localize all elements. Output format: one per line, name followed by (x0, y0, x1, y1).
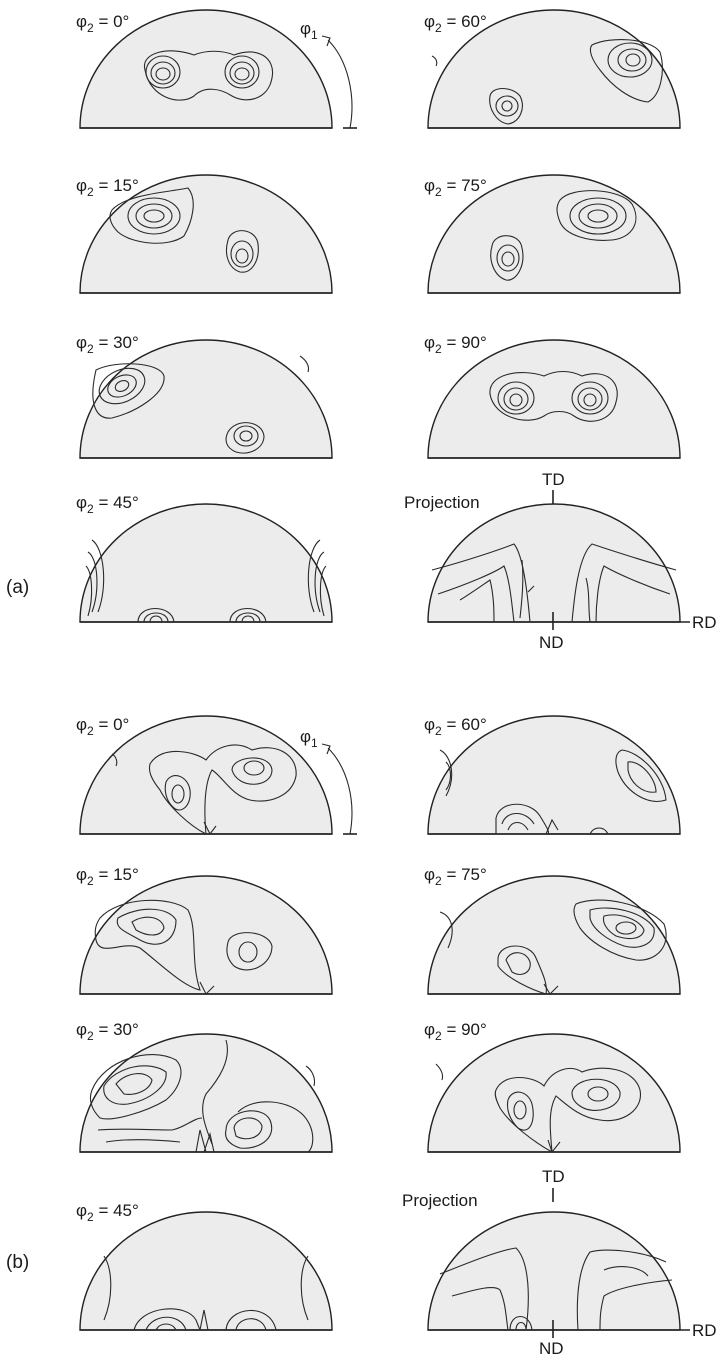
panel-b-phi2-15: φ2 = 15° (76, 865, 333, 995)
panel-a-phi2-30: φ2 = 30° (76, 333, 333, 459)
panel-a-phi2-15: φ2 = 15° (76, 174, 333, 294)
section-a-label: (a) (6, 577, 29, 598)
panel-b-phi2-60: φ2 = 60° (424, 715, 681, 835)
section-a: (a) φ2 = 0° φ1 φ2 = 60° (6, 9, 717, 652)
phi1-label: φ1 (300, 19, 318, 42)
panel-a-phi2-90: φ2 = 90° (424, 333, 681, 459)
panel-a-phi2-60: φ2 = 60° (424, 9, 681, 129)
panel-b-phi2-0-label: φ2 = 0° (76, 715, 129, 738)
projection-b-rd-label: RD (692, 1321, 717, 1340)
panel-a-phi2-45-label: φ2 = 45° (76, 493, 139, 516)
phi1-arrow (327, 39, 353, 129)
phi1-label-b: φ1 (300, 727, 318, 750)
panel-a-phi2-90-label: φ2 = 90° (424, 333, 487, 356)
panel-b-phi2-75-label: φ2 = 75° (424, 865, 487, 888)
projection-a-nd-label: ND (539, 633, 564, 652)
projection-b-td-label: TD (542, 1167, 565, 1186)
panel-a-phi2-0-dome (79, 9, 333, 129)
projection-b-nd-label: ND (539, 1339, 564, 1356)
panel-b-phi2-30: φ2 = 30° (76, 1020, 333, 1153)
panel-a-phi2-75-label: φ2 = 75° (424, 176, 487, 199)
panel-a-phi2-60-label: φ2 = 60° (424, 12, 487, 35)
panel-a-phi2-0-label: φ2 = 0° (76, 12, 129, 35)
panel-b-phi2-75: φ2 = 75° (424, 865, 681, 995)
panel-b-phi2-30-label: φ2 = 30° (76, 1020, 139, 1043)
panel-b-phi2-60-label: φ2 = 60° (424, 715, 487, 738)
projection-a-td-label: TD (542, 470, 565, 489)
panel-b-phi2-45: φ2 = 45° (76, 1201, 333, 1331)
panel-b-phi2-45-label: φ2 = 45° (76, 1201, 139, 1224)
projection-a-title: Projection (404, 493, 480, 512)
projection-b-title: Projection (402, 1191, 478, 1210)
panel-b-phi2-0: φ2 = 0° φ1 (76, 715, 357, 836)
section-b-label: (b) (6, 1252, 29, 1273)
section-b: (b) φ2 = 0° φ1 φ2 = 60° (6, 715, 717, 1356)
panel-a-phi2-75: φ2 = 75° (424, 174, 681, 294)
panel-a-phi2-0: φ2 = 0° φ1 (76, 9, 357, 129)
panel-a-phi2-15-label: φ2 = 15° (76, 176, 139, 199)
projection-a-rd-label: RD (692, 613, 717, 632)
phi1-arrow-b (327, 747, 353, 835)
projection-a: Projection TD ND RD (404, 470, 717, 652)
projection-b: Projection TD ND RD (402, 1167, 717, 1356)
panel-a-phi2-30-label: φ2 = 30° (76, 333, 139, 356)
panel-b-phi2-15-label: φ2 = 15° (76, 865, 139, 888)
panel-b-phi2-90-label: φ2 = 90° (424, 1020, 487, 1043)
panel-a-phi2-45: φ2 = 45° (76, 493, 333, 623)
panel-b-phi2-90: φ2 = 90° (424, 1020, 681, 1154)
